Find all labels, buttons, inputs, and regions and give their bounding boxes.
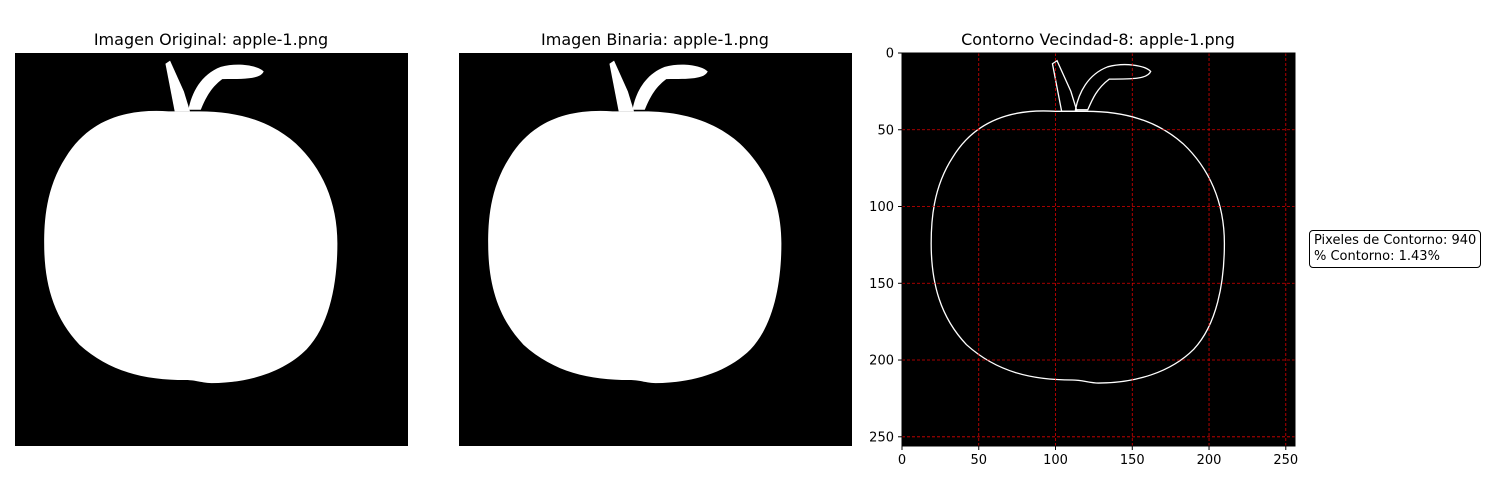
x-tick-label: 200 [1197, 453, 1222, 468]
axes-frame [901, 52, 1296, 447]
x-tick-label: 100 [1043, 453, 1068, 468]
grid-lines [901, 52, 1295, 446]
x-tick-label: 50 [970, 453, 987, 468]
y-axis: 0 50 100 150 200 250 [869, 47, 902, 445]
y-tick-label: 200 [869, 354, 894, 369]
contour-stats-box: Pixeles de Contorno: 940 % Contorno: 1.4… [1309, 230, 1482, 268]
image-contour [902, 53, 1295, 446]
y-tick-label: 150 [869, 277, 894, 292]
x-axis: 0 50 100 150 200 250 [898, 446, 1298, 468]
panel-title-original: Imagen Original: apple-1.png [94, 30, 328, 49]
y-tick-label: 50 [877, 123, 894, 138]
x-tick-label: 0 [898, 453, 906, 468]
contour-pixel-count: Pixeles de Contorno: 940 [1314, 233, 1477, 248]
y-tick-label: 0 [886, 47, 894, 62]
y-tick-label: 250 [869, 430, 894, 445]
panel-original: Imagen Original: apple-1.png [15, 30, 408, 446]
y-tick-label: 100 [869, 200, 894, 215]
panel-title-binary: Imagen Binaria: apple-1.png [541, 30, 769, 49]
x-tick-label: 150 [1120, 453, 1145, 468]
contour-percentage: % Contorno: 1.43% [1314, 249, 1440, 264]
x-tick-label: 250 [1273, 453, 1298, 468]
panel-binary: Imagen Binaria: apple-1.png [459, 30, 852, 446]
panel-title-contour: Contorno Vecindad-8: apple-1.png [961, 30, 1235, 49]
panel-contour: Contorno Vecindad-8: apple-1.png 0 50 100 1… [869, 30, 1298, 468]
